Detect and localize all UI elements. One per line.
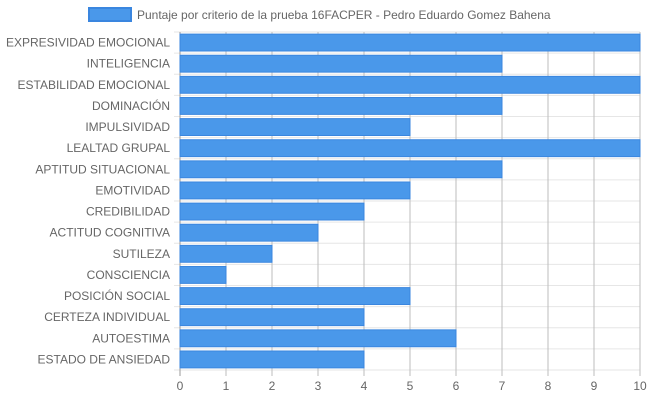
bar[interactable]: [179, 75, 641, 94]
x-tick-label: 4: [361, 379, 368, 393]
bar[interactable]: [179, 308, 365, 327]
category-label: ESTABILIDAD EMOCIONAL: [18, 78, 171, 92]
bar[interactable]: [179, 160, 503, 179]
legend[interactable]: Puntaje por criterio de la prueba 16FACP…: [88, 7, 551, 22]
bar[interactable]: [179, 33, 641, 52]
bars: [179, 33, 641, 369]
x-tick-label: 6: [453, 379, 460, 393]
x-tick-label: 7: [499, 379, 506, 393]
legend-swatch: [88, 7, 132, 22]
category-label: SUTILEZA: [113, 247, 170, 261]
x-tick-labels: 0 1 2 3 4 5 6 7 8 9 10: [177, 379, 647, 393]
bar[interactable]: [179, 329, 457, 348]
x-tick-label: 3: [315, 379, 322, 393]
bar[interactable]: [179, 350, 365, 369]
category-labels: EXPRESIVIDAD EMOCIONAL INTELIGENCIA ESTABI…: [6, 36, 170, 367]
category-label: CERTEZA INDIVIDUAL: [44, 310, 170, 324]
category-label: INTELIGENCIA: [87, 57, 170, 71]
category-label: EXPRESIVIDAD EMOCIONAL: [6, 36, 170, 50]
category-label: AUTOESTIMA: [92, 331, 170, 345]
bar[interactable]: [179, 118, 411, 137]
bar[interactable]: [179, 139, 641, 158]
bar[interactable]: [179, 244, 273, 263]
bar[interactable]: [179, 96, 503, 115]
legend-label: Puntaje por criterio de la prueba 16FACP…: [137, 8, 551, 22]
bar[interactable]: [179, 265, 227, 284]
category-label: POSICIÓN SOCIAL: [64, 288, 170, 303]
category-label: CREDIBILIDAD: [86, 205, 170, 219]
x-tick-label: 5: [407, 379, 414, 393]
x-tick-label: 9: [591, 379, 598, 393]
category-label: DOMINACIÓN: [92, 98, 170, 113]
bar[interactable]: [179, 54, 503, 73]
x-tick-label: 10: [633, 379, 647, 393]
category-label: LEALTAD GRUPAL: [67, 141, 171, 155]
category-label: IMPULSIVIDAD: [85, 120, 170, 134]
category-label: CONSCIENCIA: [87, 268, 170, 282]
category-label: EMOTIVIDAD: [95, 183, 170, 197]
bar[interactable]: [179, 287, 411, 306]
x-tick-label: 2: [269, 379, 276, 393]
x-tick-label: 8: [545, 379, 552, 393]
category-label: ESTADO DE ANSIEDAD: [38, 352, 171, 366]
category-label: APTITUD SITUACIONAL: [35, 162, 170, 176]
x-tick-label: 0: [177, 379, 184, 393]
bar[interactable]: [179, 181, 411, 200]
bar[interactable]: [179, 202, 365, 221]
x-tick-label: 1: [223, 379, 230, 393]
bar[interactable]: [179, 223, 319, 242]
category-label: ACTITUD COGNITIVA: [50, 226, 170, 240]
